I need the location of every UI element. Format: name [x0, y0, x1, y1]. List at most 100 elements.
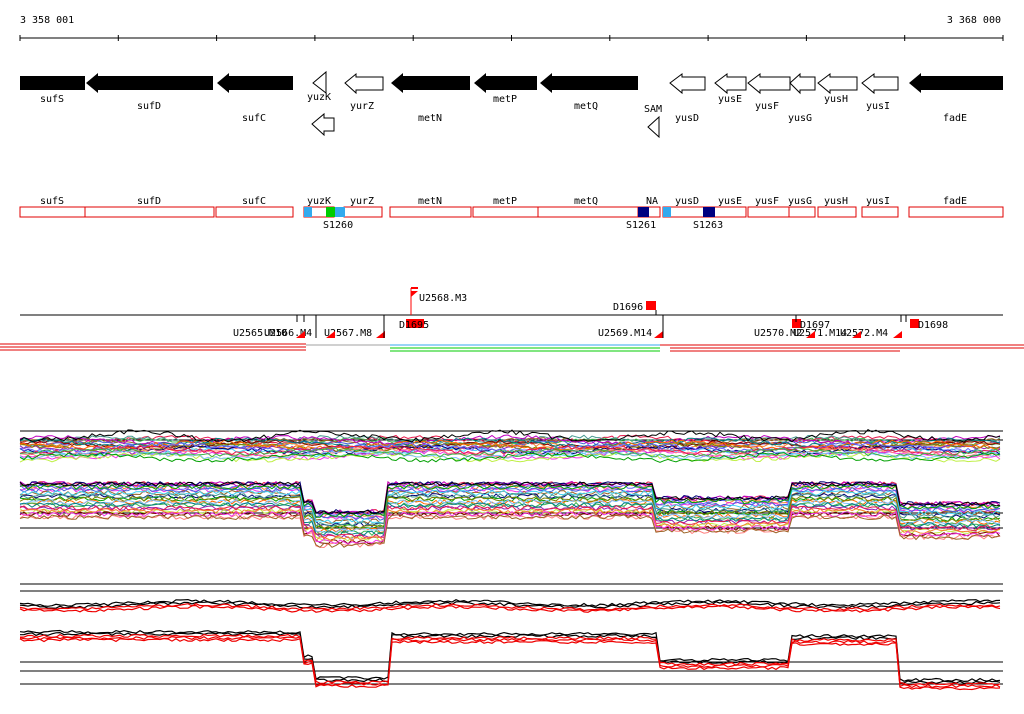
gene-arrow-fadE[interactable]: [909, 73, 1003, 93]
gene-arrow-yusD[interactable]: [669, 73, 706, 95]
gene-arrow-sufS[interactable]: [20, 76, 85, 90]
box-label-sufD: sufD: [137, 196, 161, 207]
gene-arrow-sufC[interactable]: [217, 73, 293, 93]
trace-upper: [19, 451, 1001, 463]
feature-label-U2572.M4: U2572.M4: [840, 328, 888, 339]
box-metN[interactable]: [389, 206, 472, 218]
trace-upper-black: [19, 428, 1001, 443]
box-metP[interactable]: [472, 206, 539, 218]
marker-light-blue-2: [335, 207, 345, 217]
feature-label-U2569.M14: U2569.M14: [598, 328, 652, 339]
box-label-yusG: yusG: [788, 196, 812, 207]
trace2-lower: [19, 635, 1001, 689]
ruler-ticks: [19, 35, 1004, 41]
trace2-upper: [19, 600, 1001, 609]
box-label-fadE: fadE: [943, 196, 967, 207]
gene-arrow-yusI[interactable]: [861, 73, 899, 95]
marker-D1695[interactable]: [406, 319, 415, 328]
box-sufS[interactable]: [19, 206, 86, 218]
box-label-sufC: sufC: [242, 196, 266, 207]
trace-upper: [19, 444, 1001, 456]
annotation-box-track: sufS sufD sufC yuzK yurZ metN metP metQ …: [19, 196, 1004, 231]
box-label-yurZ: yurZ: [350, 196, 374, 207]
marker-D1698[interactable]: [910, 319, 919, 328]
box-yusE[interactable]: [712, 206, 747, 218]
box-label-yusE: yusE: [718, 196, 742, 207]
box-metQ[interactable]: [537, 206, 639, 218]
terminator-1: [296, 331, 305, 338]
gene-label-yuzK: yuzK: [307, 92, 331, 103]
flag-U2568.M3[interactable]: [411, 291, 418, 297]
marker-label-S1261: S1261: [626, 220, 656, 231]
expression-panel-black-red: [19, 583, 1003, 691]
gene-label-metQ: metQ: [574, 101, 598, 112]
gene-arrow-yusH[interactable]: [817, 73, 858, 95]
gene-arrow-yuzK[interactable]: [312, 70, 327, 95]
box-yusI[interactable]: [861, 206, 899, 218]
gene-label-yusE: yusE: [718, 94, 742, 105]
box-label-metQ: metQ: [574, 196, 598, 207]
trace-lower: [19, 510, 1001, 545]
gene-label-sufC: sufC: [242, 113, 266, 124]
trace-upper: [19, 434, 1001, 446]
box-label-yusF: yusF: [755, 196, 779, 207]
gene-arrow-sufD[interactable]: [86, 73, 213, 93]
trace-lower: [19, 513, 1001, 549]
trace-upper: [19, 450, 1001, 461]
trace2-lower: [19, 637, 1001, 691]
terminator-5: [806, 331, 815, 338]
marker-D1696[interactable]: [646, 301, 656, 310]
gene-label-yusH: yusH: [824, 94, 848, 105]
gene-arrow-yuzK-alt[interactable]: [311, 112, 335, 137]
trace-lower: [19, 504, 1001, 540]
expression-panel-multicolor: [19, 428, 1003, 549]
trace-lower: [19, 507, 1001, 543]
gene-arrow-metP[interactable]: [474, 73, 537, 93]
gene-label-yurZ: yurZ: [350, 101, 374, 112]
trace-lower: [19, 498, 1001, 533]
marker-label-S1263: S1263: [693, 220, 723, 231]
feature-label-U2567.M8: U2567.M8: [324, 328, 372, 339]
terminator-4: [654, 331, 663, 338]
gene-arrow-metQ[interactable]: [540, 73, 638, 93]
marker-light-blue-3: [663, 207, 671, 217]
gene-label-yusD: yusD: [675, 113, 699, 124]
marker-D1695-b: [415, 319, 424, 328]
box-sufD[interactable]: [84, 206, 215, 218]
trace-lower-black: [19, 481, 1001, 515]
box-yusF[interactable]: [747, 206, 790, 218]
terminator-6: [852, 331, 861, 338]
box-yusG[interactable]: [788, 206, 816, 218]
box-label-yuzK: yuzK: [307, 196, 331, 207]
box-label-yusI: yusI: [866, 196, 890, 207]
terminator-7: [893, 331, 902, 338]
trace2-lower: [19, 631, 1001, 685]
marker-light-blue-1: [304, 207, 312, 217]
trace-upper: [19, 452, 1001, 463]
trace-lower: [19, 495, 1001, 529]
gene-label-SAM: SAM: [644, 104, 662, 115]
box-fadE[interactable]: [908, 206, 1004, 218]
gene-arrow-SAM[interactable]: [647, 115, 660, 139]
gene-label-yusG: yusG: [788, 113, 812, 124]
box-label-yusD: yusD: [675, 196, 699, 207]
trace2-upper: [19, 598, 1001, 607]
box-sufC[interactable]: [215, 206, 294, 218]
gene-arrow-metN[interactable]: [391, 73, 470, 93]
gene-arrow-yusG[interactable]: [789, 72, 816, 95]
gene-arrow-yurZ[interactable]: [344, 72, 384, 95]
feature-label-D1696: D1696: [613, 302, 643, 313]
gene-arrow-yusE[interactable]: [714, 73, 747, 95]
trace-lower: [19, 486, 1001, 521]
box-label-NA: NA: [646, 196, 658, 207]
gene-label-yusF: yusF: [755, 101, 779, 112]
gene-arrow-yusF[interactable]: [747, 73, 791, 95]
feature-label-U2566.M4: U2566.M4: [264, 328, 312, 339]
box-label-metP: metP: [493, 196, 517, 207]
marker-D1697[interactable]: [792, 319, 801, 328]
box-yusH[interactable]: [817, 206, 857, 218]
box-label-metN: metN: [418, 196, 442, 207]
box-yurZ[interactable]: [343, 206, 383, 218]
trace-lower: [19, 492, 1001, 527]
